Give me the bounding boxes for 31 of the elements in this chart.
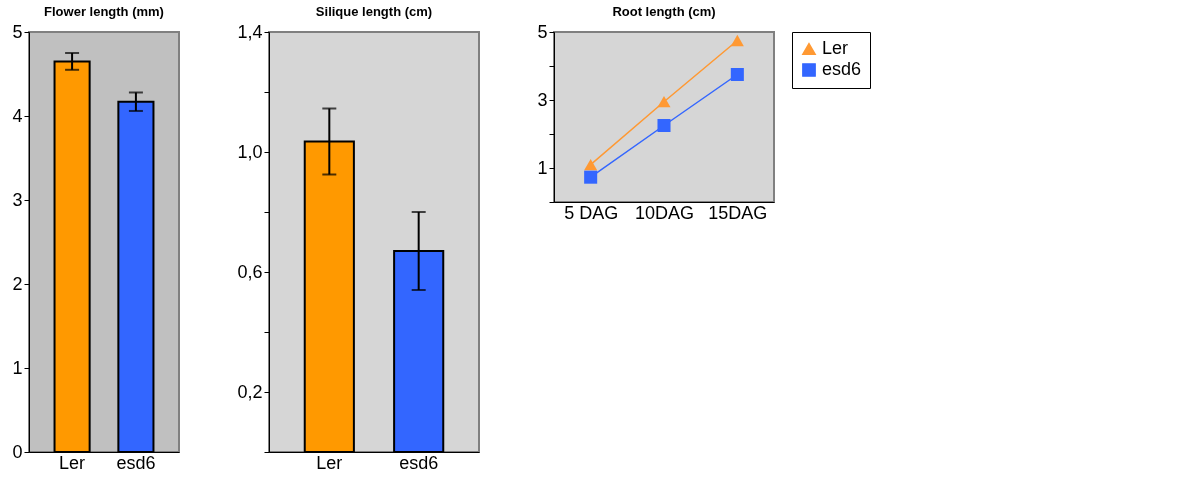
- y-tick-label: 1,4: [237, 21, 263, 42]
- x-tick-label: 15DAG: [708, 202, 768, 223]
- y-tick-label: 4: [12, 105, 23, 126]
- x-tick-label: esd6: [116, 452, 156, 473]
- y-tick-label: 3: [12, 189, 23, 210]
- chart-title: Root length (cm): [612, 4, 716, 19]
- x-tick-label: esd6: [399, 452, 439, 473]
- x-tick-label: 5 DAG: [564, 202, 619, 223]
- point: [730, 34, 744, 47]
- y-tick-label: 1: [12, 357, 23, 378]
- point: [730, 67, 744, 82]
- point: [584, 158, 598, 171]
- point: [657, 118, 671, 133]
- legend-label: esd6: [822, 59, 862, 79]
- y-tick-label: 1: [537, 157, 548, 178]
- point: [657, 96, 671, 108]
- y-tick-label: 2: [12, 273, 23, 294]
- y-tick-label: 0,2: [237, 381, 263, 402]
- y-tick-label: 1,0: [237, 141, 263, 162]
- chart-title: Silique length (cm): [315, 4, 433, 19]
- y-tick-label: 0: [12, 441, 23, 462]
- point: [584, 170, 598, 184]
- x-tick-label: Ler: [316, 452, 343, 473]
- y-tick-label: 5: [12, 21, 23, 42]
- y-tick-label: 3: [537, 89, 548, 110]
- x-tick-label: 10DAG: [634, 202, 695, 223]
- y-tick-label: 5: [537, 21, 548, 42]
- x-tick-label: Ler: [59, 452, 86, 473]
- chart-title: Flower length (mm): [44, 4, 164, 19]
- y-tick-label: 0,6: [237, 261, 263, 282]
- legend-label: Ler: [822, 38, 849, 58]
